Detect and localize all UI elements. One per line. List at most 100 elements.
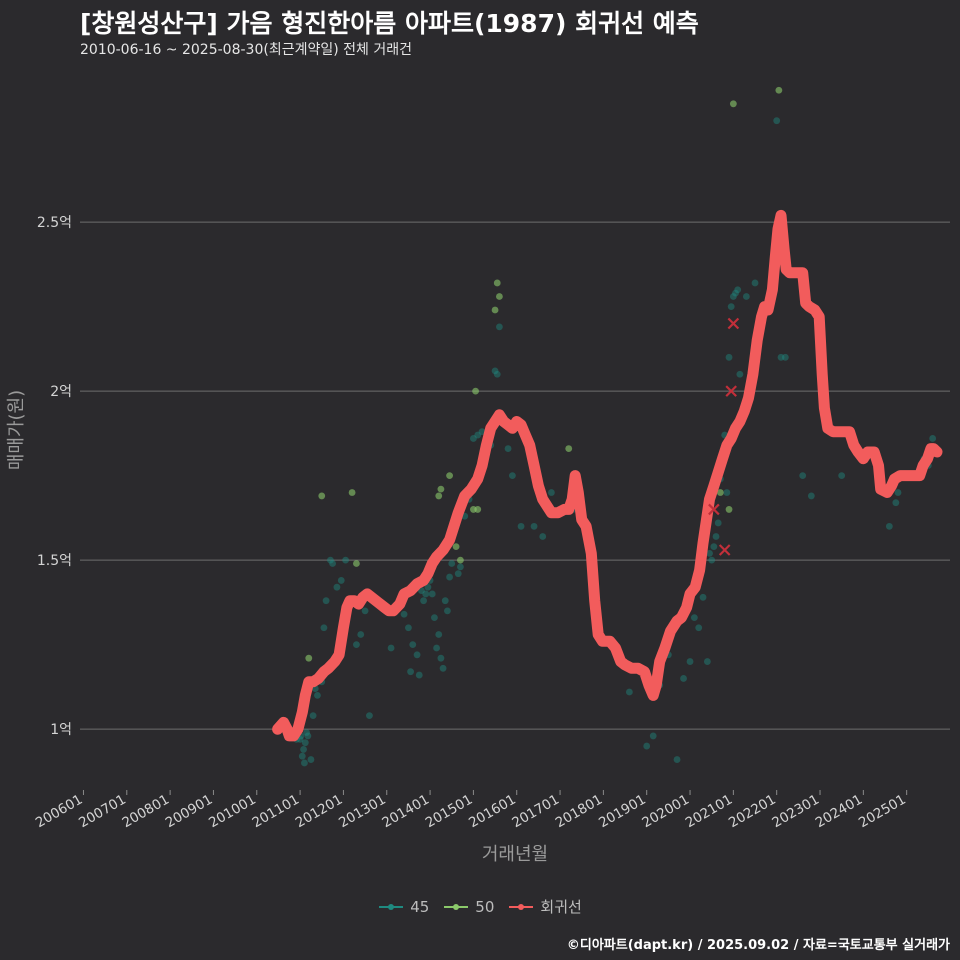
point-50 xyxy=(437,485,445,493)
point-50 xyxy=(491,306,499,314)
point-45 xyxy=(686,658,694,665)
point-45 xyxy=(706,549,713,557)
point-45 xyxy=(491,367,499,375)
point-45 xyxy=(428,590,436,598)
legend-label-45: 45 xyxy=(410,897,430,916)
point-45 xyxy=(690,614,698,622)
point-45 xyxy=(444,607,451,615)
x-tick-label: 201001 xyxy=(206,792,259,832)
x-tick-label: 201101 xyxy=(249,792,302,832)
point-50 xyxy=(318,492,326,500)
point-45 xyxy=(322,597,330,605)
x-tick-label: 202001 xyxy=(639,792,692,832)
point-45 xyxy=(807,492,815,500)
point-45 xyxy=(304,732,312,740)
point-45 xyxy=(300,746,307,753)
y-tick-label: 1.5억 xyxy=(37,553,72,569)
point-45 xyxy=(708,556,716,564)
source-credit: ©디아파트(dapt.kr) / 2025.09.02 / 자료=국토교통부 실… xyxy=(566,938,950,953)
point-45 xyxy=(714,519,722,527)
point-45 xyxy=(929,435,937,442)
point-45 xyxy=(446,573,453,581)
point-45 xyxy=(409,641,417,649)
point-45 xyxy=(727,303,735,311)
legend-key-50 xyxy=(444,903,469,910)
legend-label-50: 50 xyxy=(475,897,495,916)
regression-x-marker xyxy=(727,317,740,330)
x-tick-label: 201801 xyxy=(553,792,606,832)
point-45 xyxy=(457,563,464,571)
point-45 xyxy=(424,583,432,591)
point-50 xyxy=(472,387,479,395)
gridlines xyxy=(80,221,950,730)
point-45 xyxy=(415,671,423,679)
point-45 xyxy=(493,370,501,378)
point-45 xyxy=(353,641,360,649)
legend-item-regression: 회귀선 xyxy=(508,896,582,917)
x-tick-label: 201901 xyxy=(596,792,649,832)
point-45 xyxy=(413,651,421,659)
x-tick-label: 202101 xyxy=(683,792,736,832)
point-50 xyxy=(493,279,501,287)
legend: 45 50 회귀선 xyxy=(0,896,960,917)
point-45 xyxy=(742,293,750,300)
point-45 xyxy=(539,533,547,540)
point-45 xyxy=(342,556,349,564)
point-45 xyxy=(433,644,440,652)
x-tick-label: 202401 xyxy=(813,792,866,832)
point-50 xyxy=(496,293,503,300)
point-45 xyxy=(699,593,707,601)
point-45 xyxy=(307,756,315,763)
point-45 xyxy=(799,472,807,480)
point-45 xyxy=(420,597,427,605)
point-50 xyxy=(348,489,356,496)
point-45 xyxy=(530,522,538,530)
point-45 xyxy=(673,756,681,763)
point-45 xyxy=(729,293,737,300)
x-tick-label: 201701 xyxy=(509,792,562,832)
point-45 xyxy=(301,739,309,747)
point-45 xyxy=(777,353,785,361)
x-tick-label: 201201 xyxy=(293,792,346,832)
marker-stroke xyxy=(708,503,720,516)
point-50 xyxy=(474,506,482,513)
point-45 xyxy=(643,742,651,750)
regression-trade-markers xyxy=(708,317,740,556)
legend-key-regression xyxy=(509,903,534,910)
x-tick-label: 200601 xyxy=(33,792,86,832)
point-45 xyxy=(695,624,703,632)
regression-x-marker xyxy=(718,544,731,556)
point-50 xyxy=(446,472,453,480)
point-45 xyxy=(781,353,789,361)
point-45 xyxy=(303,729,310,736)
point-45 xyxy=(366,712,373,720)
point-45 xyxy=(732,289,739,297)
y-tick-label: 2억 xyxy=(50,384,72,400)
point-45 xyxy=(625,688,633,696)
legend-key-45 xyxy=(379,903,404,910)
x-tick-label: 202501 xyxy=(856,792,909,832)
y-axis-label: 매매가(원) xyxy=(6,390,27,470)
x-tick-label: 200901 xyxy=(163,792,216,832)
point-50 xyxy=(716,489,724,496)
point-45 xyxy=(405,624,412,632)
x-tick-label: 202301 xyxy=(769,792,822,832)
point-45 xyxy=(894,489,902,496)
point-45 xyxy=(725,353,733,361)
x-tick-label: 201501 xyxy=(423,792,476,832)
point-45 xyxy=(448,560,456,567)
point-45 xyxy=(649,732,657,740)
regression-x-marker xyxy=(725,385,737,397)
x-tick-label: 200801 xyxy=(119,792,172,832)
point-45 xyxy=(773,117,781,125)
marker-stroke xyxy=(718,544,731,556)
point-45 xyxy=(751,279,759,287)
point-50 xyxy=(457,556,464,564)
point-45 xyxy=(361,607,369,615)
regression-path xyxy=(272,209,943,742)
x-tick-label: 201301 xyxy=(336,792,389,832)
point-50 xyxy=(305,654,313,662)
legend-item-45: 45 xyxy=(378,898,429,916)
point-45 xyxy=(454,570,462,578)
